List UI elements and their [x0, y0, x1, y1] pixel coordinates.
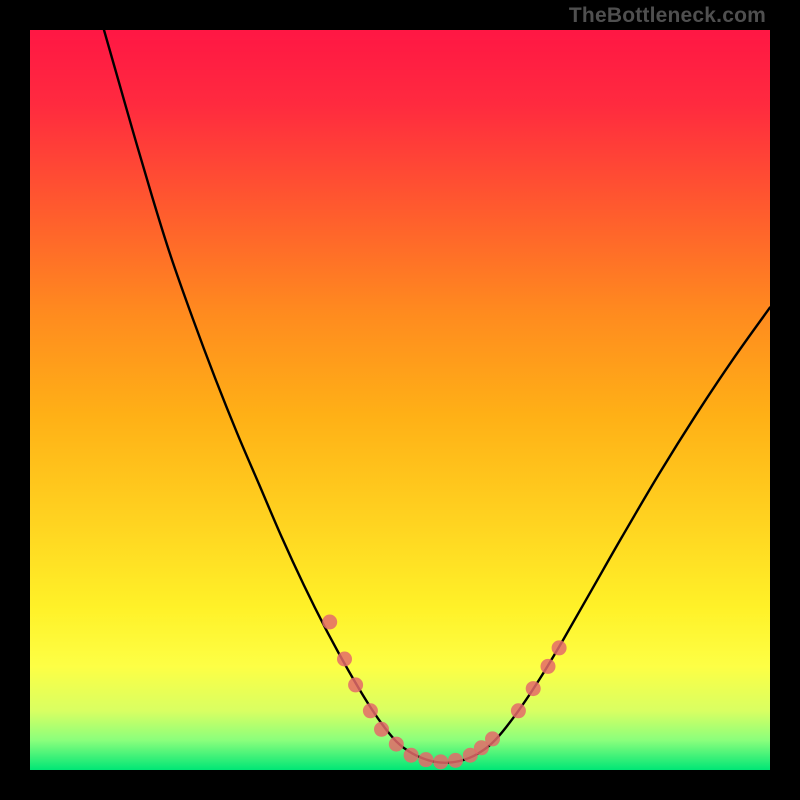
- curve-marker: [448, 753, 463, 768]
- figure-outer: TheBottleneck.com: [0, 0, 800, 800]
- chart-svg: [30, 30, 770, 770]
- plot-area: [30, 30, 770, 770]
- curve-marker: [374, 722, 389, 737]
- curve-marker: [404, 748, 419, 763]
- curve-marker: [526, 681, 541, 696]
- curve-marker: [511, 703, 526, 718]
- watermark-text: TheBottleneck.com: [569, 4, 766, 28]
- curve-marker: [418, 752, 433, 767]
- curve-marker: [348, 677, 363, 692]
- curve-marker: [552, 640, 567, 655]
- curve-marker: [389, 737, 404, 752]
- curve-marker: [433, 754, 448, 769]
- curve-marker: [485, 731, 500, 746]
- curve-markers: [322, 615, 566, 770]
- curve-marker: [541, 659, 556, 674]
- curve-marker: [363, 703, 378, 718]
- curve-marker: [322, 615, 337, 630]
- curve-marker: [337, 652, 352, 667]
- curve-line: [104, 30, 770, 763]
